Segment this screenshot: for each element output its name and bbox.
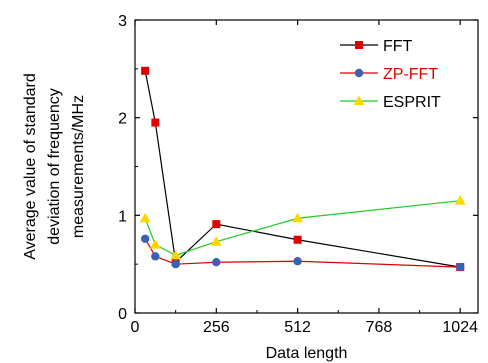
- data-point: [293, 257, 302, 266]
- data-point: [139, 212, 151, 223]
- series-line: [144, 200, 461, 257]
- x-tick-label: 1024: [442, 319, 478, 336]
- data-point: [210, 236, 222, 246]
- data-point: [151, 118, 160, 127]
- legend-item: ESPRIT: [340, 94, 441, 111]
- data-point: [212, 258, 221, 267]
- series-esprit: [139, 195, 466, 260]
- legend-item: FFT: [340, 38, 413, 55]
- series-zp-fft: [140, 234, 465, 272]
- y-tick-label: 2: [118, 111, 127, 128]
- y-axis-title-line: deviation of frequency: [46, 88, 63, 245]
- y-axis-ticks: 0 1 2 3: [118, 13, 478, 323]
- plot-frame: [134, 19, 479, 314]
- data-point: [456, 262, 465, 272]
- legend-item: ZP-FFT: [340, 66, 438, 83]
- legend-label: ESPRIT: [383, 94, 441, 111]
- y-tick-label: 0: [118, 306, 127, 323]
- data-point: [353, 95, 365, 105]
- x-tick-label: 768: [366, 319, 393, 336]
- series-line: [144, 238, 461, 268]
- data-point: [355, 41, 363, 49]
- x-axis-ticks: 0 256 512 768 1024: [131, 20, 478, 336]
- legend-label: FFT: [383, 38, 413, 55]
- y-tick-label: 1: [118, 208, 127, 225]
- data-point: [149, 239, 161, 249]
- y-axis-title-line: measurements/MHz: [70, 95, 87, 238]
- series-layer: [139, 66, 466, 272]
- x-tick-label: 0: [131, 319, 140, 336]
- data-point: [151, 252, 160, 261]
- data-point: [354, 68, 364, 78]
- series-line: [144, 70, 461, 268]
- data-point: [292, 212, 304, 223]
- data-point: [171, 259, 180, 269]
- data-point: [170, 249, 182, 260]
- legend: FFT ZP-FFT ESPRIT: [340, 38, 441, 111]
- x-tick-label: 256: [203, 319, 230, 336]
- data-point: [212, 220, 221, 229]
- x-tick-label: 512: [284, 319, 311, 336]
- y-axis-title-line: Average value of standard: [22, 73, 39, 260]
- data-point: [293, 235, 302, 244]
- legend-label: ZP-FFT: [383, 66, 438, 83]
- data-point: [140, 234, 150, 243]
- data-point: [141, 66, 150, 75]
- y-tick-label: 3: [118, 13, 127, 30]
- y-axis-title: Average value of standard deviation of fr…: [22, 73, 87, 260]
- data-point: [454, 195, 466, 205]
- x-axis-title: Data length: [266, 345, 348, 362]
- axes: [134, 19, 479, 314]
